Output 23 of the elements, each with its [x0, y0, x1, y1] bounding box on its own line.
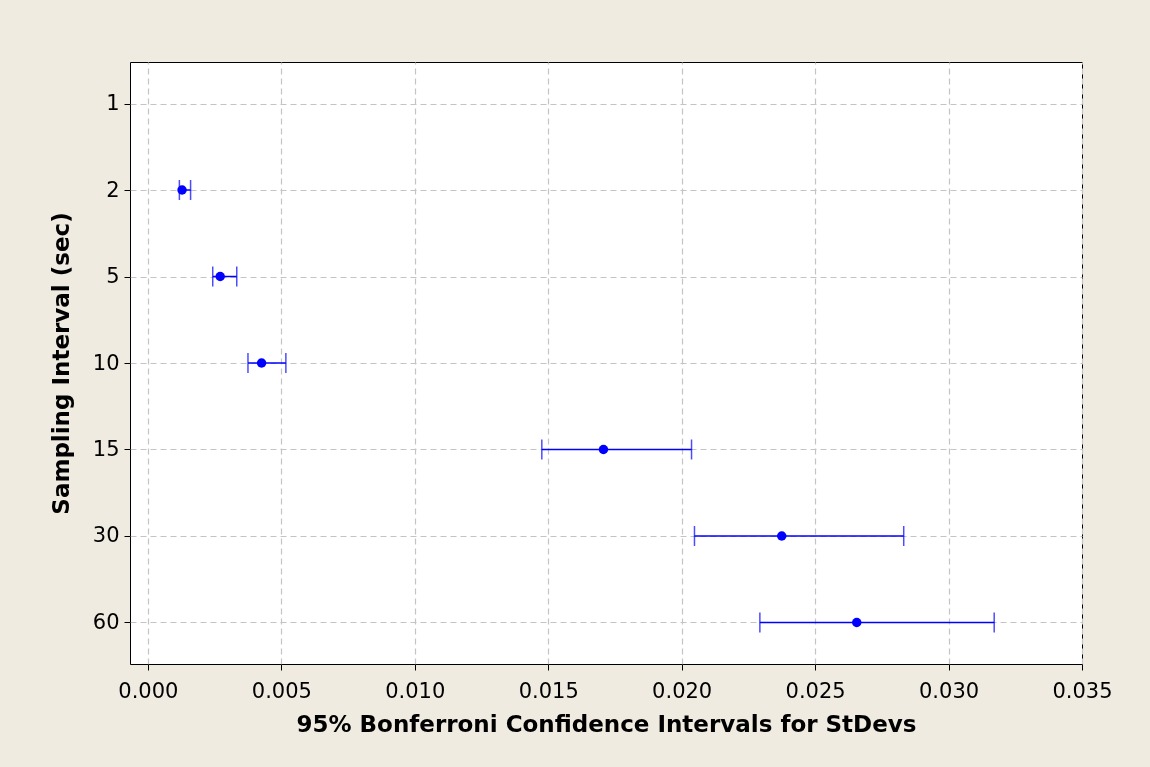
- y-tick-label: 5: [106, 264, 120, 289]
- x-tick-label: 0.030: [918, 678, 980, 703]
- x-tick-label: 0.005: [251, 678, 312, 703]
- y-tick-label: 2: [106, 177, 120, 202]
- x-tick-label: 0.035: [1052, 678, 1113, 703]
- y-tick-label: 1: [106, 91, 120, 116]
- x-axis-title: 95% Bonferroni Confidence Intervals for StDevs: [296, 710, 917, 737]
- point: [598, 444, 609, 455]
- y-tick-label: 15: [92, 436, 120, 461]
- x-tick-label: 0.025: [785, 678, 846, 703]
- point: [256, 358, 267, 368]
- point: [777, 531, 787, 541]
- point: [177, 185, 187, 195]
- x-tick-label: 0.010: [385, 678, 446, 703]
- y-tick-label: 30: [92, 523, 120, 548]
- point: [215, 271, 225, 282]
- y-axis-title: Sampling Interval (sec): [47, 212, 74, 515]
- point: [852, 617, 862, 628]
- y-tick-label: 10: [92, 350, 120, 375]
- x-tick-label: 0.000: [118, 678, 179, 703]
- x-tick-label: 0.020: [652, 678, 713, 703]
- y-tick-label: 60: [92, 609, 120, 634]
- x-tick-label: 0.015: [518, 678, 579, 703]
